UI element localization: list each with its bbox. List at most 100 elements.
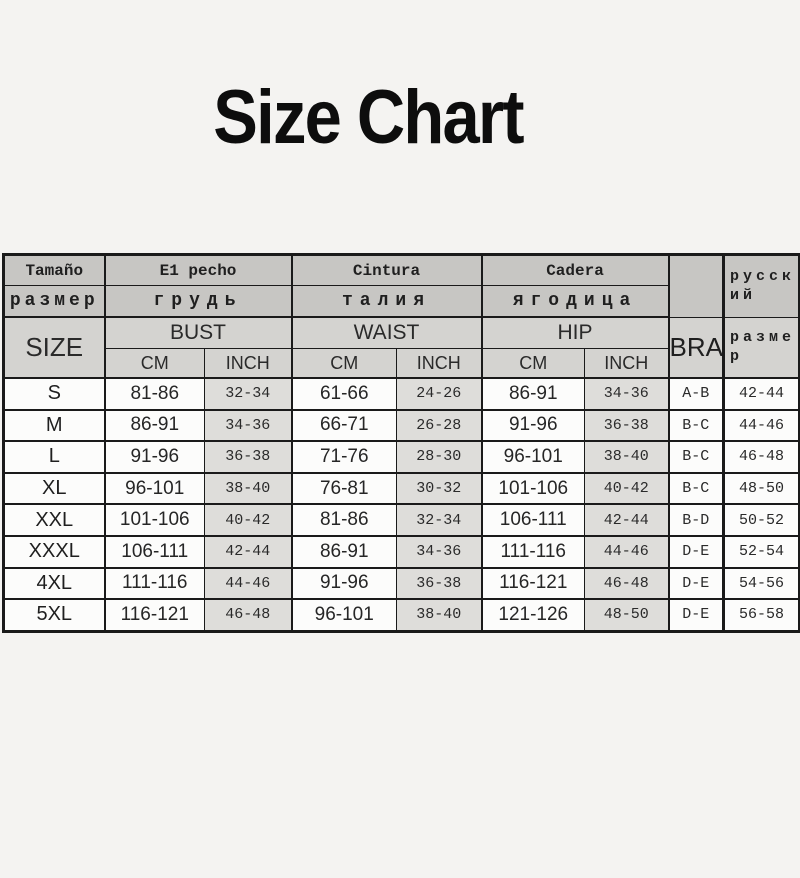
header-bust-ru: грудь	[103, 285, 292, 318]
hip-inch-cell: 38-40	[583, 440, 670, 474]
waist-inch-cell: 28-30	[396, 440, 482, 474]
size-cell: M	[3, 408, 105, 443]
header-waist-en: WAIST	[290, 316, 482, 349]
header-bust-es: E1 pecho	[103, 254, 292, 286]
header-hip-cm: CM	[480, 348, 585, 379]
bust-cm-cell: 86-91	[103, 408, 205, 443]
header-bust-inch: INCH	[204, 348, 292, 379]
header-waist-inch: INCH	[396, 348, 482, 379]
hip-inch-cell: 44-46	[583, 534, 670, 569]
hip-inch-cell: 36-38	[583, 408, 670, 443]
bust-cm-cell: 106-111	[103, 534, 205, 569]
ru-size-cell: 56-58	[722, 598, 800, 633]
ru-size-cell: 48-50	[722, 471, 800, 506]
size-cell: XXXL	[3, 534, 105, 569]
bust-cm-cell: 81-86	[103, 377, 205, 411]
table-row-xxl: XXL 101-106 40-42 81-86 32-34 106-111 42…	[3, 503, 800, 537]
table-row-5xl: 5XL 116-121 46-48 96-101 38-40 121-126 4…	[3, 598, 800, 633]
header-hip-ru: ягодица	[480, 285, 670, 318]
header-hip-inch: INCH	[583, 348, 670, 379]
header-russian-label: русский	[722, 254, 800, 318]
size-cell: 5XL	[3, 598, 105, 633]
waist-inch-cell: 30-32	[396, 471, 482, 506]
header-size-en: SIZE	[3, 316, 105, 379]
page-title: Size Chart	[213, 75, 524, 160]
table-row-xl: XL 96-101 38-40 76-81 30-32 101-106 40-4…	[3, 471, 800, 506]
header-russian-size-label: размер	[722, 316, 800, 379]
ru-size-cell: 44-46	[722, 408, 800, 443]
table-row-s: S 81-86 32-34 61-66 24-26 86-91 34-36 A-…	[3, 377, 800, 411]
waist-cm-cell: 66-71	[290, 408, 397, 443]
waist-inch-cell: 36-38	[396, 566, 482, 601]
hip-cm-cell: 101-106	[480, 471, 585, 506]
bust-cm-cell: 116-121	[103, 598, 205, 633]
bust-inch-cell: 40-42	[204, 503, 292, 537]
bust-cm-cell: 111-116	[103, 566, 205, 601]
ru-size-cell: 50-52	[722, 503, 800, 537]
ru-size-cell: 46-48	[722, 440, 800, 474]
bust-cm-cell: 91-96	[103, 440, 205, 474]
bra-cell: D-E	[667, 598, 725, 633]
header-bust-cm: CM	[103, 348, 205, 379]
waist-inch-cell: 38-40	[396, 598, 482, 633]
waist-inch-cell: 24-26	[396, 377, 482, 411]
header-size-es: Tamaño	[3, 254, 105, 286]
header-hip-es: Cadera	[480, 254, 670, 286]
bust-inch-cell: 38-40	[204, 471, 292, 506]
waist-inch-cell: 26-28	[396, 408, 482, 443]
hip-cm-cell: 106-111	[480, 503, 585, 537]
header-waist-ru: талия	[290, 285, 482, 318]
bust-inch-cell: 32-34	[204, 377, 292, 411]
size-cell: 4XL	[3, 566, 105, 601]
bust-inch-cell: 46-48	[204, 598, 292, 633]
waist-cm-cell: 71-76	[290, 440, 397, 474]
bust-cm-cell: 96-101	[103, 471, 205, 506]
header-row-russian: размер грудь талия ягодица	[3, 285, 800, 318]
hip-cm-cell: 96-101	[480, 440, 585, 474]
bust-cm-cell: 101-106	[103, 503, 205, 537]
size-chart-table: Tamaño E1 pecho Cintura Cadera русский р…	[2, 253, 800, 633]
bust-inch-cell: 42-44	[204, 534, 292, 569]
waist-inch-cell: 32-34	[396, 503, 482, 537]
hip-cm-cell: 121-126	[480, 598, 585, 633]
table-row-m: M 86-91 34-36 66-71 26-28 91-96 36-38 B-…	[3, 408, 800, 443]
ru-size-cell: 54-56	[722, 566, 800, 601]
waist-cm-cell: 76-81	[290, 471, 397, 506]
hip-inch-cell: 34-36	[583, 377, 670, 411]
ru-size-cell: 42-44	[722, 377, 800, 411]
header-bra: BRA	[667, 316, 725, 379]
header-size-ru: размер	[3, 285, 105, 318]
hip-cm-cell: 116-121	[480, 566, 585, 601]
ru-size-cell: 52-54	[722, 534, 800, 569]
waist-cm-cell: 61-66	[290, 377, 397, 411]
bust-inch-cell: 34-36	[204, 408, 292, 443]
waist-cm-cell: 91-96	[290, 566, 397, 601]
waist-inch-cell: 34-36	[396, 534, 482, 569]
bra-cell: B-C	[667, 440, 725, 474]
hip-cm-cell: 86-91	[480, 377, 585, 411]
header-blank-cell	[667, 254, 725, 318]
size-cell: L	[3, 440, 105, 474]
bra-cell: B-C	[667, 471, 725, 506]
size-cell: XL	[3, 471, 105, 506]
header-row-units: CM INCH CM INCH CM INCH	[4, 348, 800, 379]
bra-cell: D-E	[667, 566, 725, 601]
waist-cm-cell: 81-86	[290, 503, 397, 537]
bra-cell: B-D	[667, 503, 725, 537]
size-cell: S	[3, 377, 105, 411]
hip-inch-cell: 48-50	[583, 598, 670, 633]
bust-inch-cell: 44-46	[204, 566, 292, 601]
hip-inch-cell: 46-48	[583, 566, 670, 601]
hip-cm-cell: 111-116	[480, 534, 585, 569]
header-bust-en: BUST	[103, 316, 292, 349]
waist-cm-cell: 86-91	[290, 534, 397, 569]
table-row-xxxl: XXXL 106-111 42-44 86-91 34-36 111-116 4…	[3, 534, 800, 569]
bra-cell: A-B	[667, 377, 725, 411]
table-row-4xl: 4XL 111-116 44-46 91-96 36-38 116-121 46…	[3, 566, 800, 601]
header-hip-en: HIP	[480, 316, 670, 349]
hip-cm-cell: 91-96	[480, 408, 585, 443]
waist-cm-cell: 96-101	[290, 598, 397, 633]
header-waist-cm: CM	[290, 348, 397, 379]
header-waist-es: Cintura	[290, 254, 482, 286]
table-row-l: L 91-96 36-38 71-76 28-30 96-101 38-40 B…	[3, 440, 800, 474]
